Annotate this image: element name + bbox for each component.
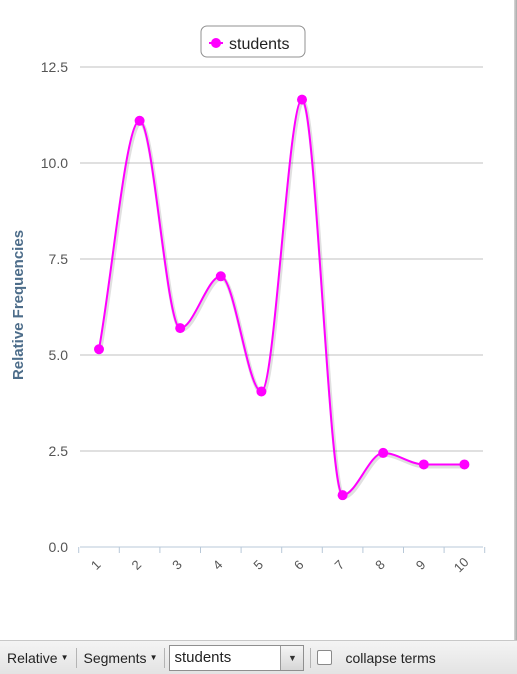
data-point[interactable]: [297, 94, 307, 105]
segments-label: Segments: [83, 649, 147, 666]
x-tick-label: 2: [129, 557, 145, 573]
x-axis: 1 2 3 4 5 6 7 8 9 10: [78, 546, 486, 575]
relative-label: Relative: [7, 649, 58, 666]
data-point[interactable]: [134, 115, 145, 126]
y-tick-label: 5.0: [49, 347, 69, 363]
legend-marker: [211, 38, 221, 48]
data-point[interactable]: [418, 459, 429, 470]
y-tick-label: 2.5: [49, 443, 69, 459]
relative-dropdown-button[interactable]: Relative ▼: [0, 647, 76, 669]
y-axis-label: Relative Frequencies: [10, 230, 27, 380]
series-line-shadow: [98, 99, 466, 500]
caret-down-icon: ▼: [149, 652, 158, 662]
x-tick-label: 6: [291, 557, 307, 573]
x-tick-label: 10: [451, 554, 472, 575]
legend[interactable]: students: [200, 25, 306, 58]
chevron-down-icon[interactable]: ▼: [280, 645, 304, 670]
data-point[interactable]: [215, 271, 226, 282]
y-tick-label: 12.5: [41, 59, 68, 75]
collapse-terms-label[interactable]: collapse terms: [345, 649, 436, 666]
y-tick-label: 10.0: [41, 155, 68, 171]
x-tick-label: 3: [169, 557, 185, 573]
y-axis-tick-labels: 0.0 2.5 5.0 7.5 10.0 12.5: [41, 59, 68, 555]
data-point[interactable]: [459, 459, 470, 470]
window-border: [514, 0, 517, 640]
series-students[interactable]: [94, 94, 470, 501]
collapse-terms-checkbox[interactable]: [317, 650, 333, 665]
term-select[interactable]: students ▼: [169, 644, 305, 671]
caret-down-icon: ▼: [60, 652, 69, 662]
grid-lines: [80, 66, 483, 548]
legend-label-students: students: [229, 36, 289, 53]
data-point[interactable]: [378, 447, 389, 458]
data-point[interactable]: [337, 490, 348, 501]
series-line: [98, 98, 465, 497]
toolbar-separator: [75, 647, 77, 668]
x-tick-label: 1: [88, 557, 104, 573]
x-tick-label: 7: [332, 557, 348, 573]
legend-box: [200, 25, 306, 58]
data-point[interactable]: [94, 344, 104, 355]
frequency-chart: 0.0 2.5 5.0 7.5 10.0 12.5 1 2 3 4 5 6 7 8 9 10 Relativ…: [10, 25, 486, 575]
bottom-toolbar: Relative ▼ Segments ▼ students ▼ collaps…: [0, 640, 517, 674]
x-tick-label: 5: [250, 557, 266, 573]
toolbar-separator: [310, 647, 312, 668]
y-tick-label: 0.0: [49, 539, 69, 555]
term-select-value: students: [174, 649, 232, 666]
toolbar-separator: [164, 647, 166, 668]
data-point[interactable]: [256, 386, 267, 397]
data-point[interactable]: [175, 323, 186, 334]
x-tick-label: 8: [372, 557, 388, 573]
segments-dropdown-button[interactable]: Segments ▼: [77, 647, 165, 669]
x-tick-label: 9: [413, 557, 429, 573]
y-tick-label: 7.5: [49, 251, 69, 267]
x-tick-label: 4: [210, 557, 226, 573]
